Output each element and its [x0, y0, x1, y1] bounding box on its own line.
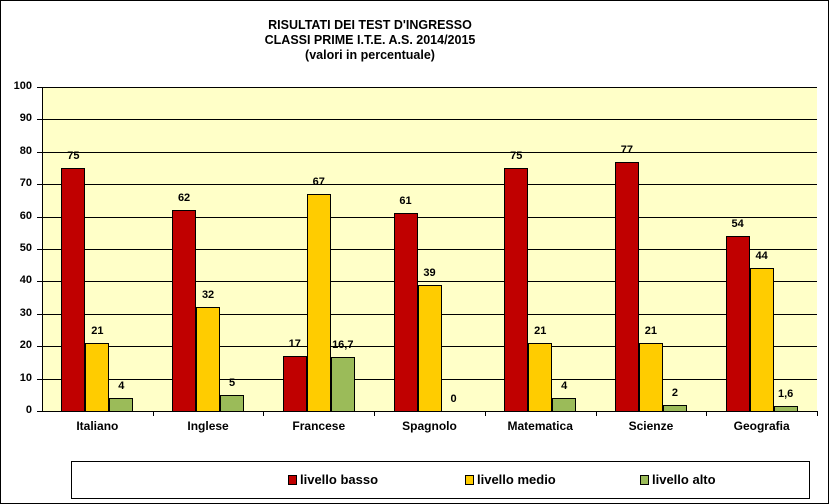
data-label: 21	[644, 324, 658, 337]
bar-livello-basso	[282, 355, 307, 412]
bar-livello-basso	[725, 236, 750, 412]
y-tick-label: 100	[13, 80, 32, 92]
x-tick	[374, 411, 376, 416]
y-tick	[37, 87, 42, 88]
x-tick-label: Francese	[292, 419, 346, 433]
legend-swatch-yellow	[465, 474, 474, 485]
legend-item-basso: livello basso	[288, 472, 378, 487]
y-tick-label: 80	[19, 144, 32, 157]
y-tick-label: 10	[19, 371, 32, 384]
y-tick	[37, 216, 42, 218]
x-tick-label: Spagnolo	[402, 419, 457, 433]
gridline	[42, 87, 817, 88]
legend-item-alto: livello alto	[640, 472, 716, 487]
data-label: 0	[450, 393, 457, 405]
data-label: 16,7	[332, 338, 354, 351]
bar-livello-alto	[773, 405, 798, 412]
y-tick	[37, 346, 42, 348]
data-label: 75	[510, 150, 523, 162]
legend-swatch-red	[288, 474, 297, 485]
data-label: 44	[755, 250, 768, 263]
data-label: 32	[201, 289, 215, 302]
x-tick	[263, 411, 265, 416]
gridline	[42, 216, 817, 218]
bar-livello-basso	[61, 168, 86, 412]
bar-livello-medio	[638, 342, 663, 412]
gridline	[42, 249, 817, 250]
title-line-3: (valori in percentuale)	[305, 48, 435, 62]
y-tick-label: 40	[19, 274, 32, 287]
x-tick-label: Geografia	[733, 419, 790, 433]
y-tick	[37, 313, 42, 315]
y-tick	[37, 151, 42, 153]
bar-livello-basso	[614, 161, 639, 412]
y-tick	[37, 378, 42, 380]
bar-livello-medio	[85, 342, 110, 412]
y-tick	[37, 119, 42, 121]
y-tick-label: 50	[19, 242, 32, 254]
gridline	[42, 281, 817, 283]
title-line-2: CLASSI PRIME I.T.E. A.S. 2014/2015	[264, 33, 476, 47]
x-tick	[152, 411, 154, 416]
bar-livello-basso	[172, 210, 197, 412]
data-label: 62	[177, 192, 191, 205]
bar-livello-alto	[662, 404, 687, 412]
bar-livello-alto	[552, 398, 577, 412]
data-label: 5	[229, 376, 236, 389]
bar-livello-medio	[417, 284, 442, 412]
data-label: 75	[67, 150, 80, 162]
y-axis	[42, 87, 43, 412]
y-tick-label: 60	[19, 209, 32, 222]
y-tick	[37, 411, 42, 412]
bar-livello-alto	[330, 356, 355, 412]
data-label: 61	[399, 195, 412, 208]
data-label: 21	[534, 324, 547, 337]
x-tick	[484, 411, 486, 416]
title-line-1: RISULTATI DEI TEST D'INGRESSO	[268, 18, 472, 32]
data-label: 21	[91, 324, 104, 337]
bar-livello-medio	[306, 193, 331, 412]
y-tick-label: 90	[19, 112, 32, 125]
y-tick-label: 70	[19, 177, 32, 190]
data-label: 4	[118, 380, 125, 393]
y-tick	[37, 184, 42, 186]
data-label: 1,6	[777, 387, 794, 400]
x-tick-label: Matematica	[507, 419, 573, 433]
data-label: 17	[288, 337, 301, 350]
legend-label: livello medio	[477, 472, 556, 487]
legend-swatch-green	[640, 474, 649, 485]
x-tick	[706, 411, 708, 416]
bar-livello-alto	[220, 394, 245, 412]
data-label: 2	[671, 386, 678, 399]
gridline	[42, 184, 817, 186]
data-label: 67	[312, 175, 325, 188]
legend-label: livello basso	[300, 472, 379, 487]
gridline	[42, 151, 817, 153]
legend: livello basso livello medio livello alto	[71, 461, 810, 499]
data-label: 54	[731, 218, 744, 231]
y-tick	[37, 249, 42, 250]
legend-item-medio: livello medio	[465, 472, 556, 487]
x-tick-label: Italiano	[76, 419, 119, 433]
bar-livello-basso	[393, 213, 418, 412]
x-tick	[595, 411, 597, 416]
bar-livello-medio	[749, 268, 774, 412]
legend-label: livello alto	[652, 472, 716, 487]
y-tick	[37, 281, 42, 283]
bar-livello-basso	[504, 168, 529, 412]
y-tick-label: 30	[19, 306, 32, 319]
y-tick-label: 0	[25, 404, 32, 416]
bar-livello-medio	[196, 307, 221, 412]
data-label: 4	[561, 380, 568, 393]
x-tick-label: Inglese	[187, 419, 229, 433]
bar-livello-alto	[109, 398, 134, 412]
chart-title: RISULTATI DEI TEST D'INGRESSO CLASSI PRI…	[220, 18, 520, 63]
data-label: 39	[423, 266, 436, 279]
x-tick	[817, 411, 818, 416]
x-tick-label: Scienze	[628, 419, 674, 433]
bar-livello-medio	[528, 342, 553, 412]
data-label: 77	[620, 143, 634, 156]
gridline	[42, 119, 817, 121]
y-tick-label: 20	[19, 339, 32, 352]
